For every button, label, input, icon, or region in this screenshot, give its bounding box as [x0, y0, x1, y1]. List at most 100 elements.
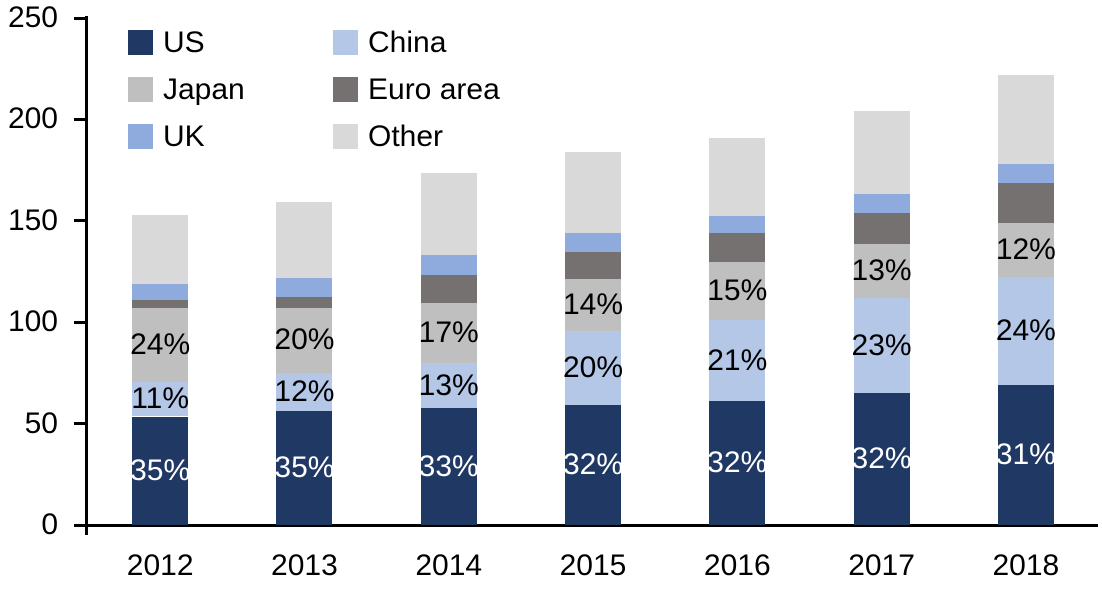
- bar-2018-euro-area-segment: [997, 183, 1054, 223]
- bar-2014-euro-area-segment: [420, 274, 477, 303]
- x-axis-label-2016: 2016: [703, 549, 771, 582]
- bar-2018-us-segment: [997, 385, 1054, 525]
- legend-label-china: China: [368, 26, 447, 59]
- y-axis-tick-50: [74, 422, 85, 426]
- bar-2018-uk-segment: [997, 164, 1054, 184]
- bar-2015-us-segment: [565, 405, 621, 525]
- bar-2012-us-segment: [132, 416, 189, 525]
- bar-2012-japan-label: 24%: [130, 328, 191, 361]
- x-axis-label-2013: 2013: [271, 549, 338, 582]
- bar-2016-china-label: 21%: [707, 343, 768, 377]
- bar-2014-japan-label: 17%: [418, 315, 479, 349]
- legend-item-uk: UK: [128, 120, 333, 153]
- legend-label-uk: UK: [163, 120, 205, 153]
- legend-swatch-other: [333, 124, 358, 149]
- legend-label-japan: Japan: [163, 73, 245, 106]
- bar-2015-other-segment: [565, 151, 621, 233]
- bar-2013-japan-label: 20%: [274, 323, 335, 357]
- x-axis-line: [85, 524, 1098, 527]
- bar-2013-us-label: 35%: [274, 451, 335, 485]
- legend-item-us: US: [128, 26, 333, 59]
- y-axis-label-50: 50: [24, 406, 58, 440]
- bar-2015-china-label: 20%: [562, 351, 624, 385]
- bar-2017-other-segment: [853, 111, 910, 195]
- legend-item-japan: Japan: [128, 73, 333, 106]
- y-axis-label-200: 200: [7, 102, 58, 136]
- bar-2014-us-label: 33%: [418, 449, 479, 483]
- bar-2016-japan-segment: [709, 262, 766, 321]
- bar-2012-uk-segment: [132, 283, 189, 300]
- legend-swatch-uk: [128, 124, 153, 149]
- bar-2017-euro-area-segment: [853, 212, 910, 245]
- bar-2012-euro-area-segment: [132, 299, 189, 308]
- legend-label-euro-area: Euro area: [368, 73, 500, 106]
- bar-2015-japan-label: 14%: [562, 287, 624, 321]
- y-axis-tick-100: [74, 320, 85, 324]
- y-axis-label-100: 100: [7, 305, 58, 339]
- bar-2016-uk-segment: [709, 215, 766, 233]
- bar-2016-us-label: 32%: [707, 446, 768, 480]
- y-axis-tick-150: [74, 219, 85, 223]
- x-axis-label-2012: 2012: [126, 549, 194, 582]
- legend-swatch-us: [128, 30, 153, 55]
- bar-2013-euro-area-segment: [276, 296, 333, 308]
- bar-2013-japan-segment: [276, 308, 333, 373]
- bar-2017-us-label: 32%: [851, 442, 912, 476]
- bar-2017-china-label: 23%: [851, 328, 912, 362]
- bar-2018-japan-label: 12%: [995, 232, 1056, 266]
- bar-2015-euro-area-segment: [565, 252, 621, 279]
- y-axis-tick-250: [74, 16, 85, 20]
- bar-2013-uk-segment: [276, 277, 333, 297]
- bar-2016-japan-label: 15%: [707, 274, 768, 308]
- x-axis-label-2017: 2017: [848, 549, 915, 582]
- bar-2016-euro-area-segment: [709, 232, 766, 263]
- x-axis-origin-tick: [85, 527, 88, 535]
- bar-2018-us-label: 31%: [995, 438, 1056, 472]
- bar-2018-china-segment: [997, 276, 1054, 386]
- bar-2017-us-segment: [853, 393, 910, 525]
- bar-2018-japan-segment: [997, 222, 1054, 277]
- bar-2017-china-segment: [853, 297, 910, 394]
- legend-item-china: China: [333, 26, 500, 59]
- bar-2014-uk-segment: [420, 255, 477, 275]
- bar-2015-china-segment: [565, 331, 621, 406]
- y-axis-tick-200: [74, 117, 85, 121]
- legend-label-other: Other: [368, 120, 444, 153]
- bar-2012-japan-segment: [132, 308, 189, 383]
- bar-2012-china-label: 11%: [131, 382, 190, 416]
- legend-swatch-euro-area: [333, 77, 358, 102]
- bar-2014-other-segment: [420, 173, 477, 256]
- bar-2015-uk-segment: [565, 232, 621, 253]
- bar-2014-china-segment: [420, 362, 477, 409]
- bar-2013-us-segment: [276, 411, 333, 525]
- bar-2014-china-label: 13%: [418, 368, 479, 402]
- legend-label-us: US: [163, 26, 205, 59]
- bar-2015-us-label: 32%: [562, 448, 624, 482]
- bar-2015-japan-segment: [565, 278, 621, 332]
- y-axis-line: [85, 16, 88, 527]
- bar-2017-uk-segment: [853, 194, 910, 213]
- y-axis-label-250: 250: [7, 1, 58, 34]
- x-axis-label-2015: 2015: [559, 549, 627, 582]
- bar-2013-china-label: 12%: [274, 375, 335, 409]
- bar-2018-other-segment: [997, 74, 1054, 164]
- bar-2014-japan-segment: [420, 302, 477, 363]
- legend-swatch-china: [333, 30, 358, 55]
- bar-2012-us-label: 35%: [130, 453, 191, 487]
- legend-item-euro-area: Euro area: [333, 73, 500, 106]
- bar-2014-us-segment: [420, 408, 477, 525]
- bar-2016-china-segment: [709, 320, 766, 402]
- bar-2017-japan-label: 13%: [851, 253, 912, 287]
- bar-2016-other-segment: [709, 137, 766, 216]
- bar-2012-other-segment: [132, 214, 189, 284]
- legend-swatch-japan: [128, 77, 153, 102]
- bar-2018-china-label: 24%: [995, 313, 1056, 347]
- chart-legend: US China Japan Euro area UK Other: [128, 26, 500, 153]
- x-axis-label-2018: 2018: [992, 549, 1060, 582]
- bar-2013-other-segment: [276, 201, 333, 278]
- bar-2013-china-segment: [276, 372, 333, 412]
- y-axis-label-0: 0: [41, 508, 58, 541]
- y-axis-tick-0: [74, 523, 85, 527]
- bar-2017-japan-segment: [853, 244, 910, 298]
